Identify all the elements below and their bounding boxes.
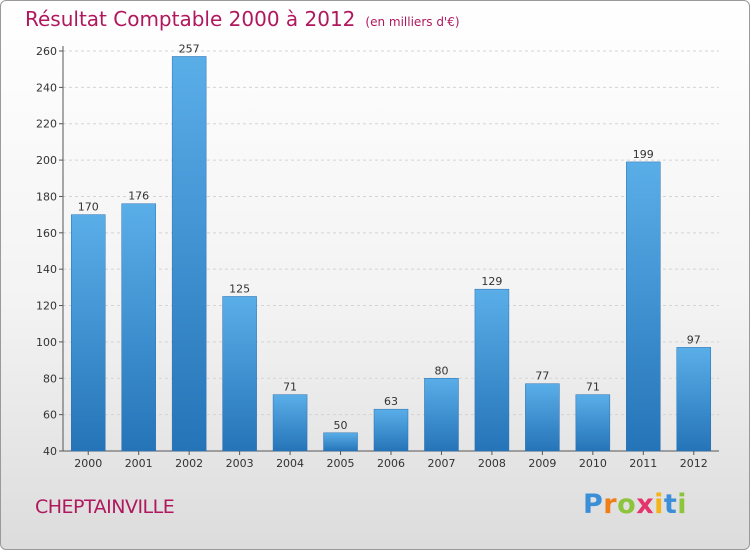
y-tick-label: 100 bbox=[36, 336, 57, 349]
y-tick-label: 40 bbox=[43, 445, 57, 458]
bar-2006 bbox=[373, 408, 409, 452]
bar-2002 bbox=[171, 56, 207, 452]
town-name: CHEPTAINVILLE bbox=[35, 496, 175, 518]
bar-2007 bbox=[424, 378, 459, 452]
x-tick-label-2009: 2009 bbox=[528, 457, 556, 470]
value-label-2004: 71 bbox=[283, 381, 297, 394]
x-tick-label-2007: 2007 bbox=[427, 457, 455, 470]
x-tick-label-2003: 2003 bbox=[226, 457, 254, 470]
proxiti-logo: Proxiti bbox=[583, 489, 687, 520]
x-tick-label-2005: 2005 bbox=[327, 457, 355, 470]
x-tick-label-2002: 2002 bbox=[175, 457, 203, 470]
logo-letter: o bbox=[617, 489, 637, 520]
x-tick-label-2000: 2000 bbox=[74, 457, 102, 470]
bar-2011 bbox=[626, 161, 661, 452]
value-label-2007: 80 bbox=[434, 364, 448, 377]
bar-2004 bbox=[272, 394, 308, 452]
logo-letter: t bbox=[663, 489, 678, 520]
x-tick-label-2010: 2010 bbox=[579, 457, 607, 470]
x-tick-label-2001: 2001 bbox=[125, 457, 153, 470]
data-labels: 170 176 257 125 71 50 63 80 129 77 71 199 97 bbox=[78, 42, 701, 431]
bar-2008 bbox=[474, 288, 510, 452]
y-tick-label: 180 bbox=[36, 190, 57, 203]
value-label-2000: 170 bbox=[78, 201, 99, 214]
value-label-2010: 71 bbox=[586, 381, 600, 394]
bar-2000 bbox=[70, 214, 106, 452]
bar-2012 bbox=[676, 347, 712, 452]
x-tick-label-2011: 2011 bbox=[629, 457, 657, 470]
y-tick-label: 160 bbox=[36, 227, 57, 240]
title-line: Résultat Comptable 2000 à 2012 (en millie… bbox=[25, 7, 460, 31]
grid-lines bbox=[63, 50, 719, 452]
bar-2003 bbox=[222, 296, 257, 452]
y-tick-label: 140 bbox=[36, 263, 57, 276]
chart-subtitle: (en milliers d'€) bbox=[365, 15, 460, 29]
y-tick-label: 60 bbox=[43, 409, 57, 422]
logo-letter: i bbox=[654, 489, 664, 520]
value-label-2001: 176 bbox=[128, 190, 149, 203]
x-tick-label-2012: 2012 bbox=[680, 457, 708, 470]
bars bbox=[70, 56, 712, 452]
value-label-2011: 199 bbox=[633, 148, 654, 161]
x-tick-label-2006: 2006 bbox=[377, 457, 405, 470]
bar-2009 bbox=[525, 383, 560, 452]
y-tick-label: 260 bbox=[36, 45, 57, 58]
bar-2005 bbox=[323, 432, 358, 452]
value-label-2012: 97 bbox=[687, 333, 701, 346]
chart-title: Résultat Comptable 2000 à 2012 bbox=[25, 7, 356, 31]
y-tick-label: 120 bbox=[36, 300, 57, 313]
bar-2010 bbox=[575, 394, 611, 452]
logo-letter: r bbox=[603, 489, 618, 520]
value-label-2003: 125 bbox=[229, 282, 250, 295]
y-tick-label: 80 bbox=[43, 372, 57, 385]
value-label-2002: 257 bbox=[179, 42, 200, 55]
axes: 40 60 80 100 120 140 160 180 200 220 240 260 2000 200… bbox=[36, 45, 719, 470]
logo-letter: i bbox=[677, 489, 688, 520]
x-tick-label-2008: 2008 bbox=[478, 457, 506, 470]
value-label-2009: 77 bbox=[535, 370, 549, 383]
logo-letter: P bbox=[583, 489, 604, 520]
y-tick-label: 200 bbox=[36, 154, 57, 167]
bar-2001 bbox=[121, 203, 156, 452]
x-tick-label-2004: 2004 bbox=[276, 457, 304, 470]
y-tick-label: 240 bbox=[36, 81, 57, 94]
y-tick-label: 220 bbox=[36, 118, 57, 131]
value-label-2008: 129 bbox=[481, 275, 502, 288]
value-label-2006: 63 bbox=[384, 395, 398, 408]
value-label-2005: 50 bbox=[334, 419, 348, 432]
logo-letter: x bbox=[636, 489, 655, 520]
